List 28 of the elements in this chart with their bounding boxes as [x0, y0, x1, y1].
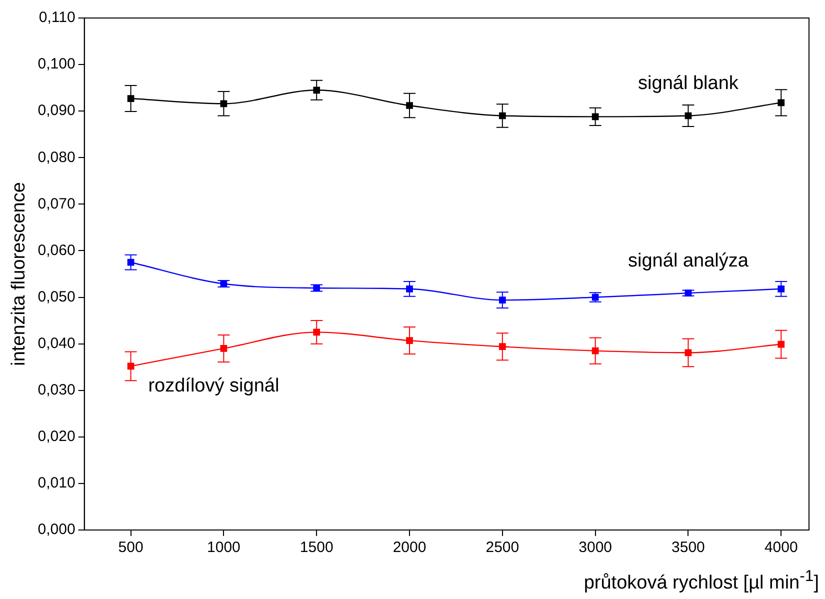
- x-tick-label: 2500: [486, 539, 520, 556]
- y-tick-label: 0,080: [38, 148, 76, 166]
- series-label: signál analýza: [628, 250, 749, 272]
- y-tick-label: 0,060: [38, 242, 76, 259]
- y-tick-label: 0,000: [38, 521, 76, 538]
- point: [498, 343, 506, 350]
- y-tick-label: 0,050: [38, 288, 76, 306]
- y-axis-title: intenzita fluorescence: [8, 182, 30, 366]
- x-axis-title: průtoková rychlost [µl min$^{-1}$]: [584, 568, 819, 594]
- series-label: signál blank: [638, 72, 739, 94]
- y-tick-label: 0,090: [38, 102, 76, 120]
- series-label: rozdílový signál: [148, 376, 280, 397]
- x-tick-label: 3500: [672, 539, 705, 556]
- x-tick-label: 2000: [392, 539, 426, 556]
- y-tick-label: 0,110: [38, 9, 76, 26]
- x-tick-label: 1500: [300, 539, 334, 556]
- y-tick-label: 0,030: [38, 382, 76, 399]
- y-tick-label: 0,020: [38, 428, 76, 446]
- x-tick-label: 500: [118, 539, 144, 556]
- x-tick-label: 4000: [764, 539, 798, 556]
- y-tick-label: 0,100: [38, 56, 76, 73]
- y-tick-label: 0,040: [38, 334, 76, 352]
- y-tick-label: 0,010: [38, 474, 76, 492]
- y-tick-label: 0,070: [38, 195, 76, 212]
- point: [406, 102, 413, 109]
- point: [406, 337, 413, 344]
- x-tick-label: 3000: [578, 539, 612, 556]
- x-tick-label: 1000: [207, 539, 240, 556]
